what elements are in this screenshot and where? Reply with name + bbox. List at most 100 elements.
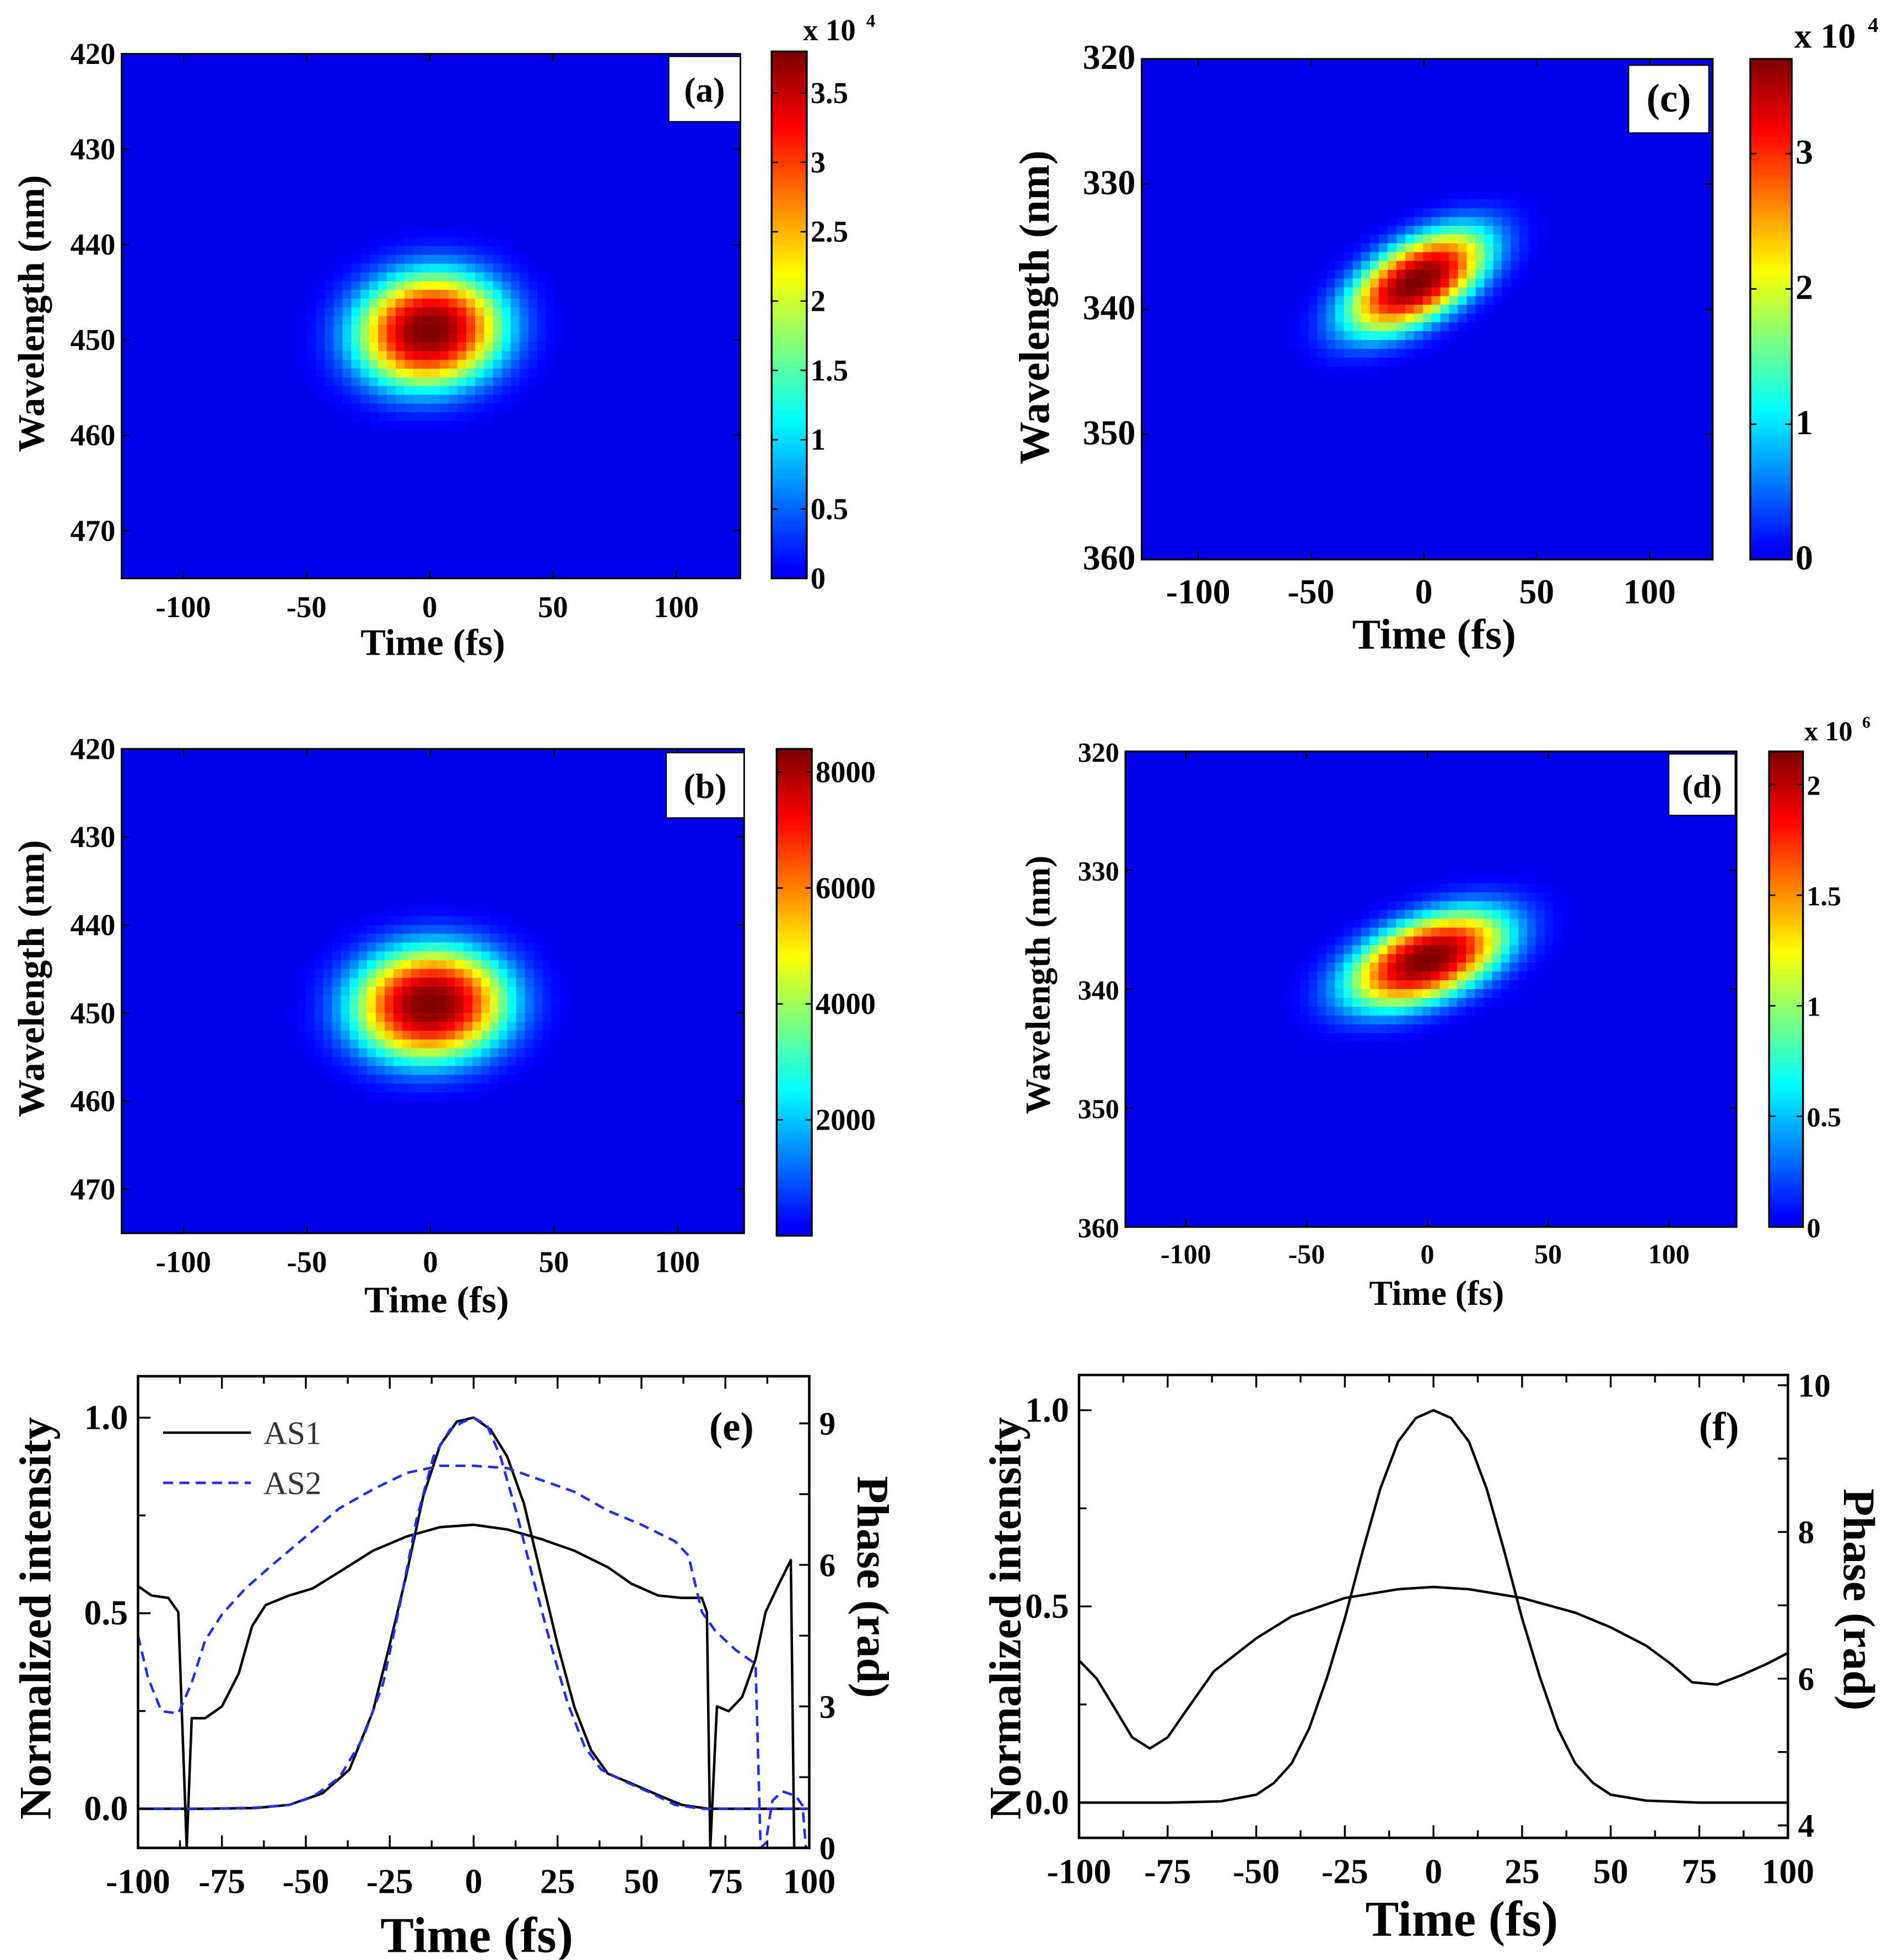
x-tick-label: 0: [422, 590, 437, 624]
x-tick-label: 100: [655, 1245, 700, 1279]
panel-f: -100 -75 -50 -25 0 25 50 75 100 0.0 0.5 1.0 4 6 8 10 (f)…: [980, 1367, 1882, 1947]
y-tick-label: 430: [71, 820, 116, 854]
x-tick-label: -25: [366, 1862, 413, 1901]
colorbar-frame: [1768, 750, 1804, 1228]
colorbar-multiplier: x 10: [1794, 17, 1856, 56]
colorbar-tick-label: 6000: [816, 871, 876, 905]
panel-label: (f): [1699, 1405, 1739, 1449]
panel-c: 0 1 2 3 x 10 4 -100 -50 0 50 100 320 330 340 350 360 (c)…: [1011, 14, 1879, 658]
y2-tick-label: 10: [1798, 1367, 1831, 1403]
y2-tick-label: 6: [1798, 1661, 1815, 1697]
y2-tick-label: 9: [819, 1406, 836, 1442]
y-axis-label: Wavelength (nm): [1018, 856, 1057, 1114]
x-tick-label: -50: [1287, 572, 1334, 611]
x-axis-label: Time (fs): [1352, 611, 1516, 658]
x-tick-label: 100: [1648, 1239, 1690, 1270]
panel-a: 0 0.5 1 1.5 2 2.5 3 3.5 x 10 4 -100 -50 0 50 100 420 430…: [10, 11, 875, 663]
y-axis-label: Wavelength (nm): [10, 175, 52, 452]
panel-label: (e): [709, 1405, 754, 1449]
y2-tick-label: 0: [819, 1830, 836, 1866]
colorbar-tick-label: 0: [1795, 538, 1813, 577]
x-tick-label: 50: [1534, 1239, 1562, 1270]
x-tick-label: -75: [1144, 1851, 1191, 1891]
y-tick-label: 470: [71, 1172, 116, 1206]
x-tick-label: 100: [1761, 1851, 1814, 1891]
colorbar-exponent: 4: [1868, 14, 1879, 37]
x-tick-label: 50: [538, 590, 568, 624]
axes-frame: [121, 748, 745, 1234]
legend-label: AS2: [263, 1465, 321, 1502]
panel-label: (c): [1647, 76, 1691, 121]
heatmap-c: [1141, 59, 1713, 560]
panel-d: 0 0.5 1 1.5 2 x 10 6 -100 -50 0 50 100 320 330 340 350 3…: [1018, 713, 1870, 1313]
colorbar-tick-label: 2: [1795, 268, 1813, 307]
y-tick-label: 440: [71, 228, 116, 261]
y-tick-label: 470: [71, 514, 116, 547]
y-tick-label: 340: [1078, 974, 1119, 1005]
colorbar-frame: [1749, 58, 1793, 561]
colorbar-b: [776, 749, 812, 1236]
y-tick-label: 420: [71, 37, 116, 71]
x-tick-label: -25: [1322, 1851, 1368, 1891]
series-intensity-intensity-line: [1078, 1408, 1788, 1804]
x-tick-label: 50: [624, 1862, 659, 1901]
y-tick-label: 450: [71, 323, 116, 357]
y-tick-label: 340: [1083, 288, 1136, 327]
colorbar-tick-label: 3.5: [811, 76, 848, 110]
x-tick-label: -100: [156, 590, 211, 624]
y-tick-label: 1.0: [1025, 1390, 1069, 1429]
x-tick-label: 75: [708, 1862, 743, 1901]
series-as2-intensity-line: [138, 1416, 810, 1810]
y-tick-label: 350: [1078, 1093, 1119, 1124]
y-tick-label: 440: [71, 908, 116, 942]
x-tick-label: -100: [1161, 1239, 1211, 1270]
colorbar-tick-label: 0.5: [1806, 1102, 1841, 1132]
x-tick-label: 0: [1420, 1239, 1434, 1270]
y2-axis-label: Phase (rad): [1834, 1488, 1882, 1710]
colorbar-tick-label: 2000: [816, 1103, 876, 1136]
panel-label: (d): [1682, 768, 1722, 804]
colorbar-c: [1750, 59, 1792, 560]
colorbar-a: [772, 51, 807, 579]
x-tick-label: 0: [423, 1245, 438, 1279]
colorbar-tick-label: 1: [1795, 403, 1813, 442]
x-tick-label: -100: [106, 1862, 170, 1901]
colorbar-tick-label: 1.5: [811, 353, 848, 387]
colorbar-frame: [770, 50, 808, 580]
y-axis-label: Wavelength (nm): [10, 840, 52, 1117]
y-tick-label: 430: [71, 132, 116, 166]
y-tick-label: 1.0: [84, 1397, 128, 1437]
colorbar-tick-label: 0.5: [811, 492, 848, 526]
x-tick-label: 25: [1504, 1851, 1540, 1891]
y-axis-label: Normalized intensity: [10, 1417, 61, 1820]
x-tick-label: 75: [1682, 1851, 1717, 1891]
x-tick-label: 0: [1425, 1851, 1442, 1891]
x-tick-label: -50: [287, 590, 327, 624]
x-tick-label: 50: [539, 1245, 569, 1279]
colorbar-tick-label: 8000: [816, 755, 876, 789]
y-tick-label: 420: [71, 732, 116, 765]
colorbar-tick-label: 1.5: [1806, 881, 1841, 911]
y-tick-label: 0.5: [84, 1593, 128, 1632]
x-axis-label: Time (fs): [380, 1908, 573, 1960]
colorbar-tick-label: 2: [1806, 770, 1820, 801]
y-tick-label: 460: [71, 1084, 116, 1118]
x-axis-label: Time (fs): [1365, 1891, 1558, 1947]
colorbar-tick-label: 1: [1806, 991, 1820, 1022]
axes-frame: [121, 53, 741, 580]
x-tick-label: -75: [198, 1862, 245, 1901]
legend-label: AS1: [263, 1414, 321, 1451]
colorbar-tick-label: 2: [811, 284, 826, 318]
x-tick-label: 100: [654, 590, 699, 624]
series-phase-phase-line: [1078, 1585, 1788, 1750]
y-tick-label: 360: [1078, 1212, 1119, 1243]
colorbar-tick-label: 1: [811, 423, 826, 456]
x-tick-label: -100: [1166, 572, 1231, 611]
y2-tick-label: 4: [1798, 1807, 1815, 1844]
panel-label-box: [1668, 753, 1736, 816]
colorbar-exponent: 4: [866, 11, 875, 31]
colorbar-tick-label: 0: [1806, 1212, 1820, 1243]
x-tick-label: 50: [1519, 572, 1554, 611]
